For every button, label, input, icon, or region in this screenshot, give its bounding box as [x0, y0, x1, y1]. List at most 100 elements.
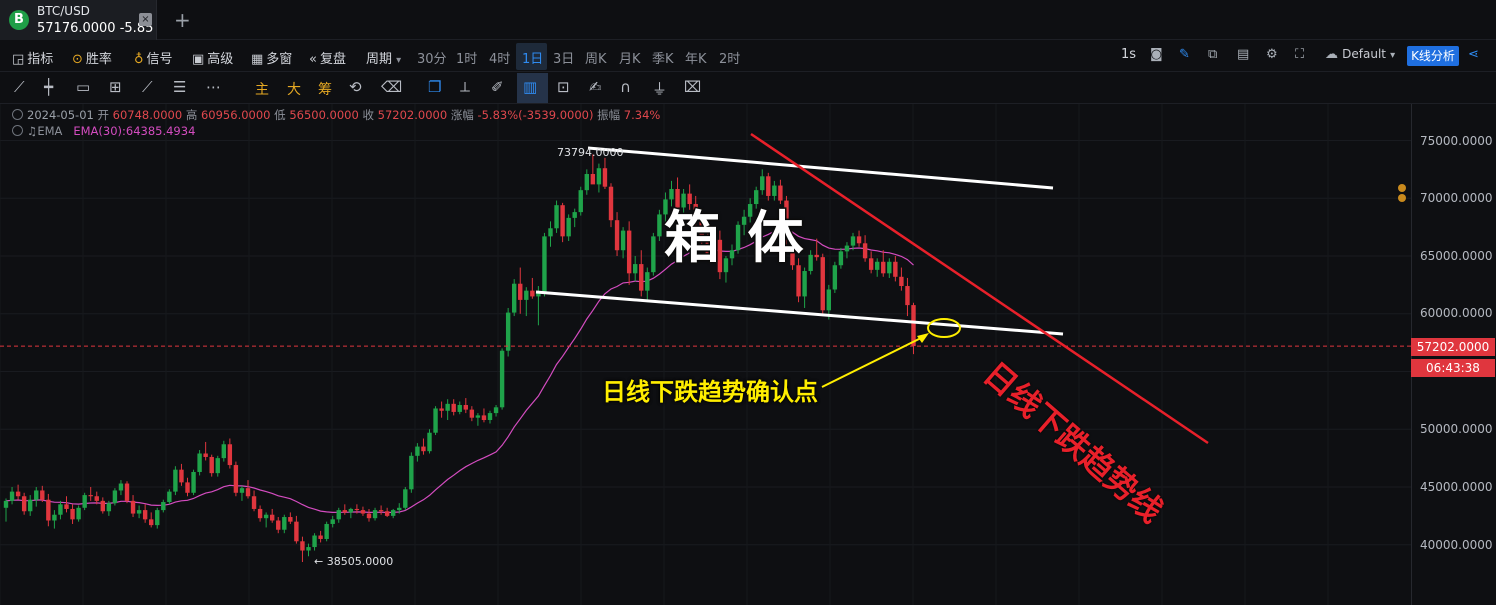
big-order-button[interactable]: 大: [287, 82, 301, 98]
pen-icon[interactable]: ✎: [1179, 47, 1190, 62]
interval-month[interactable]: 月K: [619, 52, 641, 67]
candle: [633, 264, 638, 274]
candle: [711, 239, 717, 254]
interval-2h[interactable]: 2时: [719, 52, 741, 67]
candle: [427, 432, 432, 452]
note-icon[interactable]: ✍: [589, 78, 602, 96]
candle: [15, 491, 21, 497]
interval-4h[interactable]: 4时: [489, 52, 511, 67]
eraser-icon[interactable]: ⌫: [381, 78, 403, 96]
candle: [9, 491, 15, 501]
close-icon[interactable]: ×: [139, 13, 152, 26]
brush-icon[interactable]: ✐: [491, 78, 504, 96]
add-tab-icon[interactable]: +: [174, 8, 191, 32]
candle: [155, 510, 160, 526]
candle: [191, 471, 196, 493]
symbol-tab[interactable]: B BTC/USD 57176.0000 -5.85 ×: [0, 0, 157, 40]
camera-icon[interactable]: ◙: [1150, 47, 1163, 62]
candle: [415, 446, 420, 456]
candlestick-chart[interactable]: [0, 104, 1411, 605]
candle: [747, 204, 753, 217]
layout-dropdown[interactable]: ☁ Default ▾: [1325, 47, 1396, 62]
candle: [46, 499, 51, 521]
interval-1d[interactable]: 1日: [522, 52, 544, 67]
settings-circle-icon[interactable]: [12, 109, 23, 120]
candle: [179, 469, 184, 483]
magnet-icon[interactable]: ∩: [620, 78, 631, 96]
candle: [499, 350, 505, 408]
candle: [493, 407, 499, 414]
trend-line-icon[interactable]: ⟋: [14, 78, 25, 96]
interval-30m[interactable]: 30分: [417, 52, 447, 67]
marker-dot: [1398, 194, 1406, 202]
confirm-arrow-line: [821, 335, 926, 388]
candle: [384, 511, 390, 516]
candle: [106, 503, 112, 512]
measure-icon[interactable]: ⟂: [460, 78, 471, 96]
advanced-button[interactable]: ▣ 高级: [192, 52, 234, 67]
candle: [58, 504, 63, 515]
sync-icon[interactable]: ⟲: [349, 78, 362, 96]
interval-1h[interactable]: 1时: [456, 52, 478, 67]
interval-quarter[interactable]: 季K: [652, 52, 674, 67]
horizontal-line-icon[interactable]: ┿: [44, 78, 54, 96]
lock-icon[interactable]: ⊡: [557, 78, 570, 96]
interval-3d[interactable]: 3日: [553, 52, 575, 67]
gear-icon[interactable]: ⚙: [1266, 47, 1278, 62]
bell-icon[interactable]: ♫: [27, 124, 38, 138]
candle: [735, 224, 741, 251]
ruler-icon[interactable]: ▭: [76, 78, 91, 96]
candle: [457, 404, 462, 412]
crosshair-box-icon[interactable]: ⊞: [109, 78, 122, 96]
candle: [263, 514, 269, 519]
interval-week[interactable]: 周K: [585, 52, 607, 67]
period-dropdown[interactable]: 周期 ▾: [366, 52, 402, 67]
multiwindow-button[interactable]: ▦ 多窗: [251, 52, 293, 67]
ray-icon[interactable]: ⟋: [142, 78, 153, 96]
candle: [451, 403, 456, 412]
filter-icon[interactable]: ⏚: [652, 80, 668, 98]
replay-button[interactable]: «复盘: [309, 52, 346, 67]
tab-symbol: BTC/USD: [37, 4, 90, 18]
chip-button[interactable]: 筹: [318, 82, 332, 98]
active-tool-highlight: [517, 73, 548, 103]
candle: [288, 517, 293, 522]
seconds-toggle[interactable]: 1s: [1121, 47, 1137, 62]
share-icon[interactable]: ⋖: [1468, 47, 1479, 62]
candle: [403, 489, 408, 508]
candle: [445, 403, 450, 411]
candle: [887, 261, 892, 274]
save-icon[interactable]: ▤: [1237, 47, 1250, 62]
candle: [772, 185, 777, 196]
more-tools-icon[interactable]: ⋯: [206, 78, 221, 96]
fullscreen-icon[interactable]: ⛶: [1295, 47, 1305, 62]
candle: [760, 176, 765, 191]
candle: [52, 514, 57, 521]
low-marker: ← 38505.0000: [314, 555, 394, 568]
indicators-button[interactable]: ◲ 指标: [12, 52, 54, 67]
candles-icon[interactable]: ▥: [523, 78, 538, 96]
candle: [826, 289, 831, 311]
candle: [324, 523, 329, 539]
parallel-lines-icon[interactable]: ☰: [173, 78, 187, 96]
trash-icon[interactable]: ⌧: [684, 78, 702, 96]
kline-analysis-button[interactable]: K线分析: [1407, 46, 1459, 66]
candle: [221, 444, 226, 459]
candle: [687, 193, 692, 205]
marker-dot: [1398, 184, 1406, 192]
candle: [391, 510, 396, 516]
candle: [844, 245, 850, 252]
signals-button[interactable]: ♁ 信号: [134, 52, 173, 67]
window-icon[interactable]: ⧉: [1208, 47, 1218, 62]
interval-year[interactable]: 年K: [685, 52, 707, 67]
candle: [796, 265, 801, 297]
chevron-down-icon: ▾: [1390, 50, 1396, 61]
candle: [657, 214, 662, 237]
collapse-circle-icon[interactable]: [12, 125, 23, 136]
main-chart-button[interactable]: 主: [255, 82, 269, 98]
winrate-button[interactable]: ⊙ 胜率: [72, 52, 112, 67]
copy-icon[interactable]: ❐: [428, 78, 442, 96]
candle: [142, 510, 148, 520]
candle: [584, 173, 589, 191]
candle: [481, 415, 487, 421]
